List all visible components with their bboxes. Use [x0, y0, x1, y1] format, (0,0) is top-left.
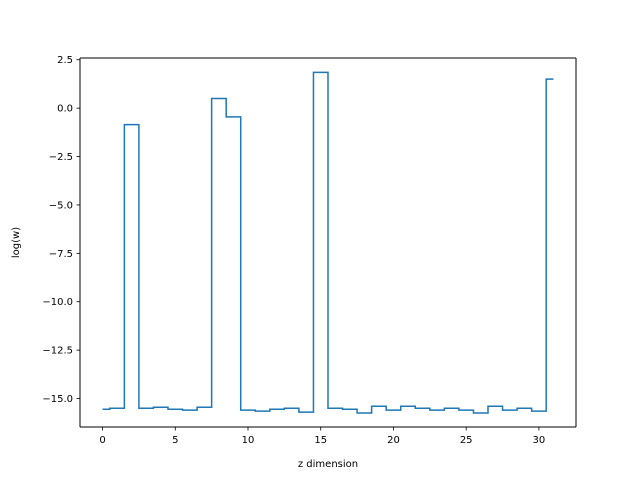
x-tick-label: 20 — [387, 435, 400, 446]
x-tick-label: 0 — [99, 435, 105, 446]
x-tick-label: 15 — [314, 435, 327, 446]
plot-area — [79, 57, 577, 428]
y-tick-label: −15.0 — [42, 394, 73, 405]
x-tick-label: 5 — [172, 435, 178, 446]
y-tick-label: −10.0 — [42, 297, 73, 308]
y-axis-label: log(w) — [11, 227, 22, 258]
series-layer — [102, 71, 554, 414]
x-tick-label: 25 — [460, 435, 473, 446]
x-axis-label: z dimension — [298, 459, 358, 470]
axes-frame — [79, 57, 577, 428]
y-tick-label: −12.5 — [42, 346, 73, 357]
x-tick-label: 30 — [533, 435, 546, 446]
y-tick-label: −7.5 — [49, 249, 73, 260]
y-ticks: 2.5 0.0 −2.5 −5.0 −7.5 −10.0 −12.5 −15.0 — [42, 55, 80, 405]
y-tick-label: −2.5 — [49, 152, 73, 163]
x-tick-label: 10 — [242, 435, 255, 446]
y-tick-label: 0.0 — [57, 104, 73, 115]
series-line-0 — [102, 71, 554, 414]
x-ticks: 0 5 10 15 20 25 30 — [99, 427, 545, 446]
y-tick-label: −5.0 — [49, 200, 73, 211]
y-tick-label: 2.5 — [57, 55, 73, 66]
